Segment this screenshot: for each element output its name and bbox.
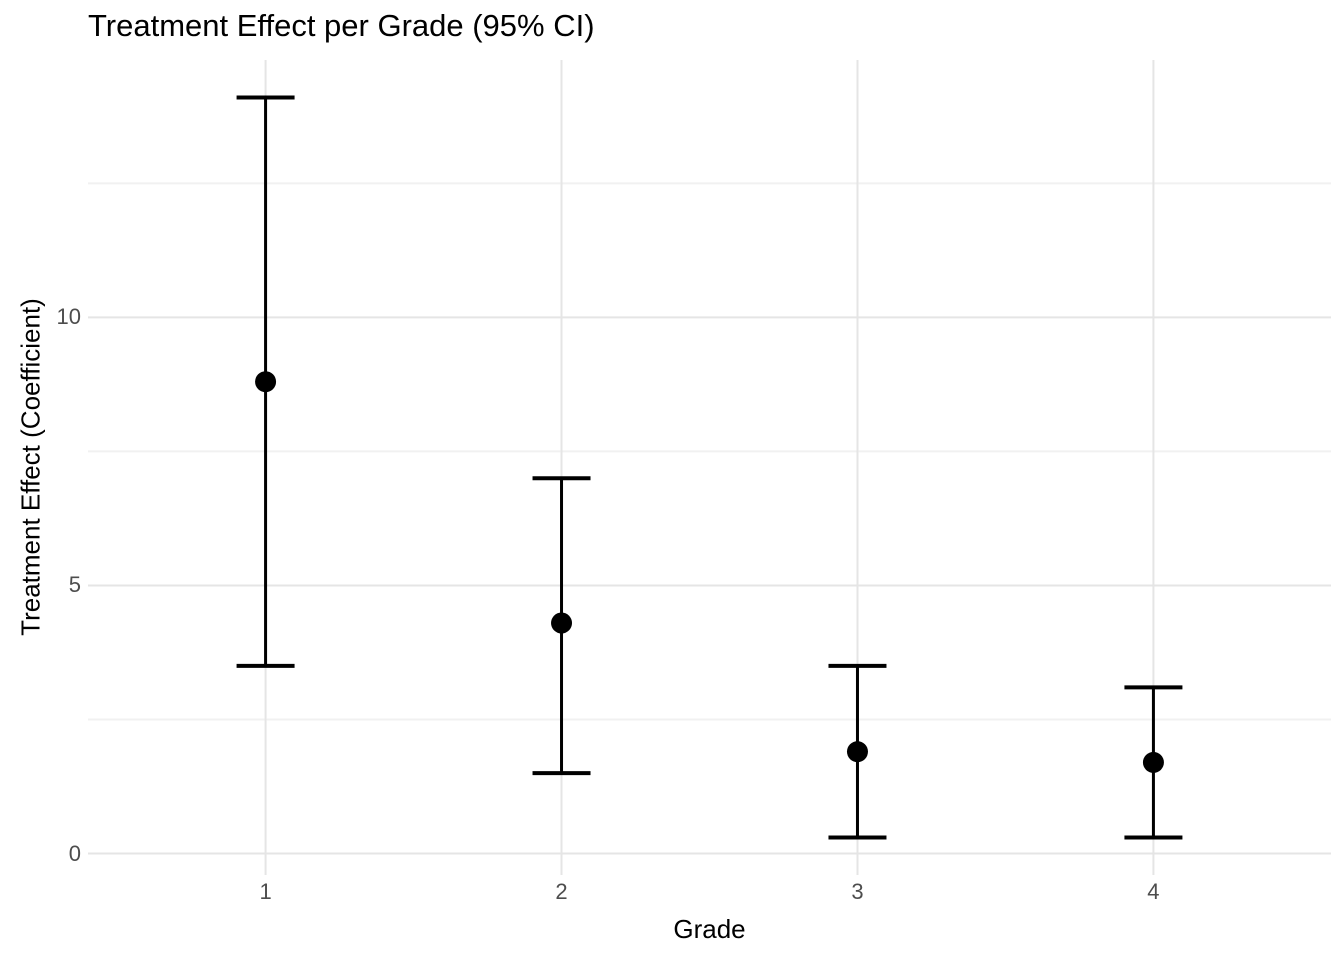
x-tick-label: 1 bbox=[259, 879, 272, 904]
chart-title: Treatment Effect per Grade (95% CI) bbox=[88, 8, 595, 43]
point-estimate-grade-3 bbox=[846, 741, 868, 763]
x-tick-label: 4 bbox=[1147, 879, 1160, 904]
x-axis-title: Grade bbox=[673, 914, 746, 944]
y-tick-label: 0 bbox=[68, 840, 81, 866]
y-tick-label: 5 bbox=[68, 572, 81, 598]
y-tick-label: 10 bbox=[56, 304, 81, 330]
x-tick-label: 2 bbox=[555, 879, 568, 904]
plot-panel bbox=[88, 60, 1331, 875]
point-estimate-grade-4 bbox=[1142, 751, 1164, 773]
point-estimate-grade-2 bbox=[551, 612, 573, 634]
x-tick-label: 3 bbox=[851, 879, 864, 904]
point-estimate-grade-1 bbox=[255, 371, 277, 393]
